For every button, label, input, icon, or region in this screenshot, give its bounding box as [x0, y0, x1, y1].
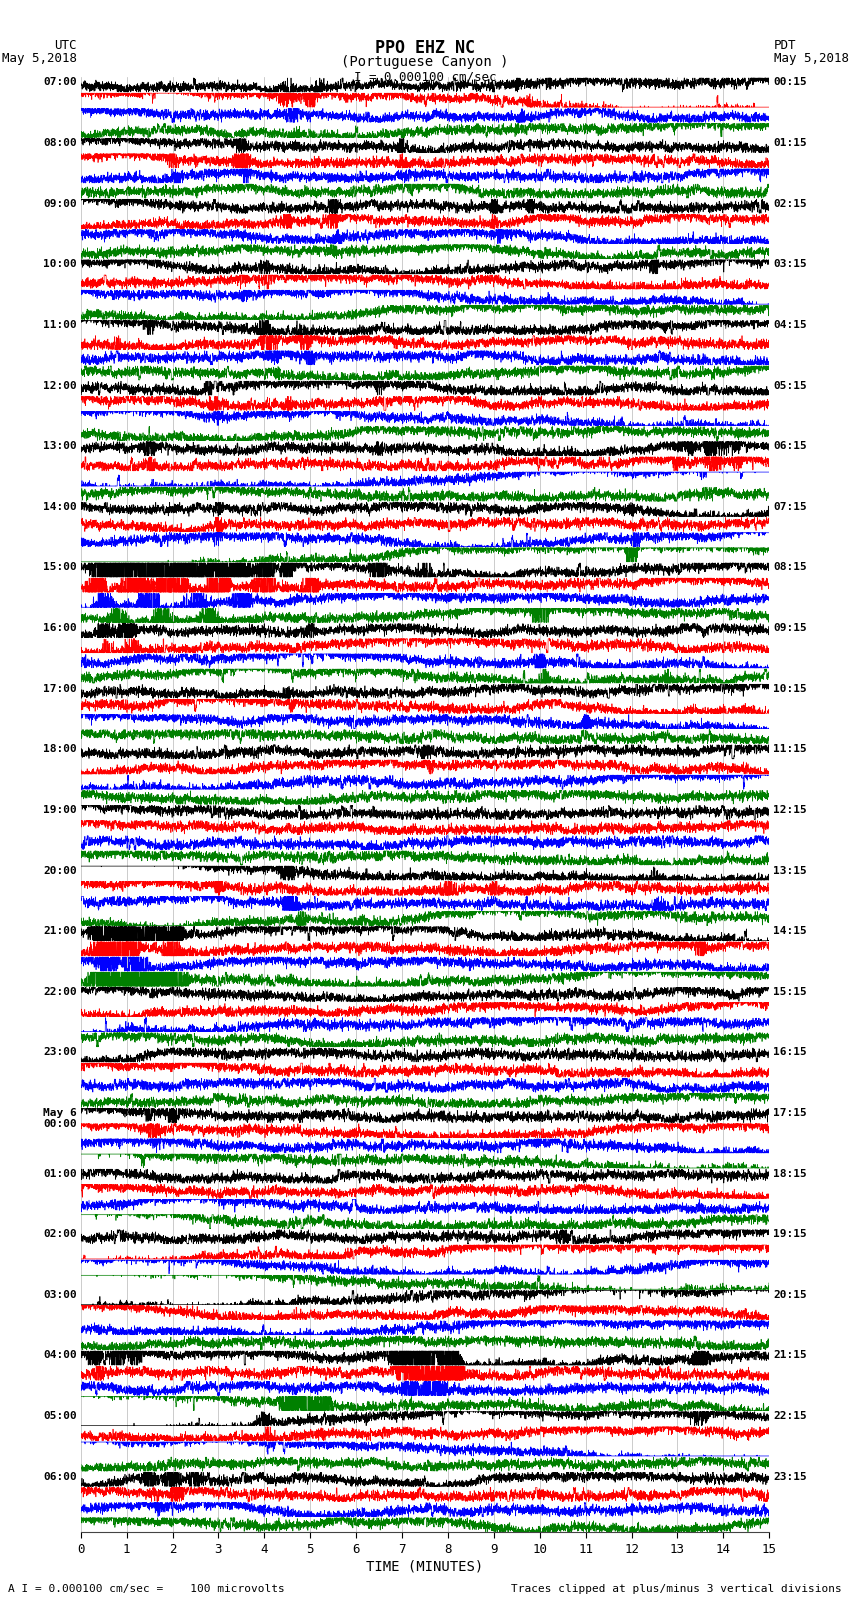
Text: A I = 0.000100 cm/sec =    100 microvolts: A I = 0.000100 cm/sec = 100 microvolts	[8, 1584, 286, 1594]
Text: 13:15: 13:15	[773, 866, 807, 876]
Text: (Portuguese Canyon ): (Portuguese Canyon )	[341, 55, 509, 69]
Text: 09:15: 09:15	[773, 623, 807, 632]
Text: 15:15: 15:15	[773, 987, 807, 997]
Text: 20:15: 20:15	[773, 1290, 807, 1300]
Text: 21:00: 21:00	[43, 926, 77, 936]
Text: 12:15: 12:15	[773, 805, 807, 815]
Text: Traces clipped at plus/minus 3 vertical divisions: Traces clipped at plus/minus 3 vertical …	[511, 1584, 842, 1594]
Text: 10:00: 10:00	[43, 260, 77, 269]
Text: 18:15: 18:15	[773, 1168, 807, 1179]
X-axis label: TIME (MINUTES): TIME (MINUTES)	[366, 1560, 484, 1574]
Text: 01:00: 01:00	[43, 1168, 77, 1179]
Text: 07:15: 07:15	[773, 502, 807, 511]
Text: 11:15: 11:15	[773, 744, 807, 755]
Text: 02:15: 02:15	[773, 198, 807, 208]
Text: May 5,2018: May 5,2018	[2, 52, 76, 65]
Text: 23:15: 23:15	[773, 1471, 807, 1482]
Text: I = 0.000100 cm/sec: I = 0.000100 cm/sec	[354, 71, 496, 84]
Text: 15:00: 15:00	[43, 563, 77, 573]
Text: 02:00: 02:00	[43, 1229, 77, 1239]
Text: 03:15: 03:15	[773, 260, 807, 269]
Text: 08:15: 08:15	[773, 563, 807, 573]
Text: 13:00: 13:00	[43, 440, 77, 452]
Text: 05:00: 05:00	[43, 1411, 77, 1421]
Text: 22:00: 22:00	[43, 987, 77, 997]
Text: 17:15: 17:15	[773, 1108, 807, 1118]
Text: 06:15: 06:15	[773, 440, 807, 452]
Text: 12:00: 12:00	[43, 381, 77, 390]
Text: 14:15: 14:15	[773, 926, 807, 936]
Text: 11:00: 11:00	[43, 319, 77, 331]
Text: 16:15: 16:15	[773, 1047, 807, 1058]
Text: 20:00: 20:00	[43, 866, 77, 876]
Text: 10:15: 10:15	[773, 684, 807, 694]
Text: 06:00: 06:00	[43, 1471, 77, 1482]
Text: May 6
00:00: May 6 00:00	[43, 1108, 77, 1129]
Text: 03:00: 03:00	[43, 1290, 77, 1300]
Text: PPO EHZ NC: PPO EHZ NC	[375, 39, 475, 56]
Text: 19:00: 19:00	[43, 805, 77, 815]
Text: 00:15: 00:15	[773, 77, 807, 87]
Text: 01:15: 01:15	[773, 139, 807, 148]
Text: 09:00: 09:00	[43, 198, 77, 208]
Text: 04:00: 04:00	[43, 1350, 77, 1360]
Text: 21:15: 21:15	[773, 1350, 807, 1360]
Text: 14:00: 14:00	[43, 502, 77, 511]
Text: 19:15: 19:15	[773, 1229, 807, 1239]
Text: 22:15: 22:15	[773, 1411, 807, 1421]
Text: 04:15: 04:15	[773, 319, 807, 331]
Text: UTC: UTC	[54, 39, 76, 52]
Text: 05:15: 05:15	[773, 381, 807, 390]
Text: 23:00: 23:00	[43, 1047, 77, 1058]
Text: 17:00: 17:00	[43, 684, 77, 694]
Text: May 5,2018: May 5,2018	[774, 52, 848, 65]
Text: 16:00: 16:00	[43, 623, 77, 632]
Text: 18:00: 18:00	[43, 744, 77, 755]
Text: 08:00: 08:00	[43, 139, 77, 148]
Text: PDT: PDT	[774, 39, 796, 52]
Text: 07:00: 07:00	[43, 77, 77, 87]
